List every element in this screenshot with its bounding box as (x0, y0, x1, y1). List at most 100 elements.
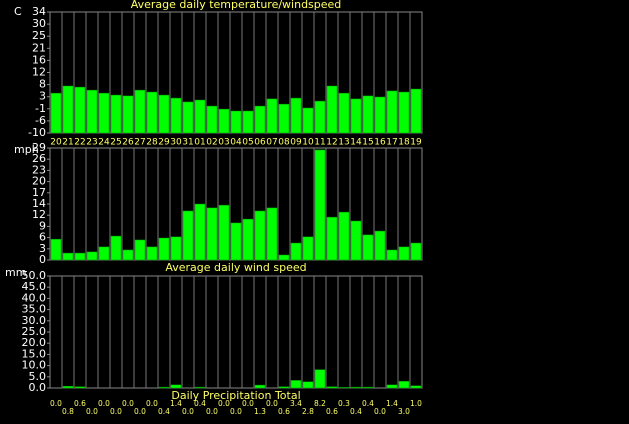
bar (410, 385, 422, 389)
bar (242, 218, 254, 261)
bar (98, 246, 110, 261)
y-tick-label: 0.0 (29, 381, 47, 394)
bar (158, 386, 170, 389)
bar (290, 97, 302, 134)
x-tick-label: 02 (206, 138, 217, 148)
y-tick-label: 14 (32, 197, 46, 210)
y-tick-label: 8 (39, 78, 46, 91)
chart-title: Average daily wind speed (165, 261, 306, 274)
y-tick-label: 40.0 (22, 291, 47, 304)
bar (326, 216, 338, 261)
bar (62, 385, 74, 389)
value-label: 3.4 (290, 399, 302, 408)
bar (362, 95, 374, 134)
value-label: 0.6 (74, 399, 86, 408)
value-label: 0.0 (86, 407, 98, 416)
bar (170, 384, 182, 389)
y-tick-label: 34 (32, 5, 46, 18)
value-label: 0.0 (374, 407, 386, 416)
y-tick-label: 26 (32, 152, 46, 165)
value-label: 0.0 (134, 407, 146, 416)
bar (362, 234, 374, 261)
x-tick-label: 10 (302, 138, 314, 148)
bar (314, 100, 326, 134)
bar (74, 252, 86, 261)
bar (302, 381, 314, 389)
y-tick-label: 5.0 (29, 370, 47, 383)
bar (410, 88, 422, 134)
bar (326, 85, 338, 134)
bar (170, 97, 182, 134)
bar (362, 386, 374, 389)
bar (314, 149, 326, 261)
value-label: 0.3 (338, 399, 350, 408)
y-tick-label: 12 (32, 208, 46, 221)
x-tick-label: 28 (146, 138, 158, 148)
value-label: 0.4 (350, 407, 362, 416)
bar (290, 242, 302, 261)
value-label: 0.0 (98, 399, 110, 408)
x-tick-label: 11 (314, 138, 325, 148)
bar (182, 210, 194, 261)
x-tick-label: 23 (86, 138, 97, 148)
bar (338, 211, 350, 261)
bar (218, 204, 230, 261)
x-tick-label: 16 (374, 138, 386, 148)
bar (254, 384, 266, 389)
value-label: 0.0 (50, 399, 62, 408)
value-label: 1.3 (254, 407, 266, 416)
x-tick-label: 06 (254, 138, 266, 148)
plot-frame (49, 275, 423, 389)
bar (122, 95, 134, 134)
bar (278, 254, 290, 261)
value-label: 0.0 (242, 399, 254, 408)
y-tick-label: -1 (35, 102, 46, 115)
y-tick-label: 25 (32, 29, 46, 42)
bar (146, 246, 158, 261)
bar (326, 386, 338, 389)
bar (314, 369, 326, 389)
bar (242, 110, 254, 134)
bar (194, 386, 206, 389)
bar (254, 210, 266, 261)
bar (374, 96, 386, 134)
bar (350, 220, 362, 261)
value-label: 0.0 (266, 399, 278, 408)
bar (194, 203, 206, 261)
value-label: 1.4 (170, 399, 182, 408)
y-tick-label: 21 (32, 41, 46, 54)
x-tick-label: 30 (170, 138, 182, 148)
bar (398, 246, 410, 261)
x-tick-label: 14 (350, 138, 362, 148)
bar (206, 207, 218, 261)
value-label: 0.6 (278, 407, 290, 416)
x-tick-label: 09 (290, 138, 302, 148)
y-tick-label: -6 (35, 114, 46, 127)
value-label: 0.4 (194, 399, 206, 408)
y-tick-label: 9 (39, 219, 46, 232)
x-tick-label: 01 (194, 138, 205, 148)
x-tick-label: 25 (110, 138, 121, 148)
bar (182, 101, 194, 134)
value-label: 0.0 (206, 407, 218, 416)
bar (134, 239, 146, 261)
x-tick-label: 20 (50, 138, 62, 148)
bar (218, 108, 230, 134)
value-label: 2.8 (302, 407, 314, 416)
bar (50, 92, 62, 134)
bar (74, 86, 86, 134)
bar (398, 91, 410, 134)
bar (386, 384, 398, 389)
x-tick-label: 05 (242, 138, 253, 148)
x-tick-label: 04 (230, 138, 242, 148)
bar (74, 386, 86, 389)
value-label: 0.0 (110, 407, 122, 416)
bar (386, 90, 398, 134)
y-tick-label: 25.0 (22, 325, 47, 338)
bar (290, 380, 302, 389)
bar (230, 222, 242, 261)
x-tick-label: 03 (218, 138, 229, 148)
y-axis-label: mph (14, 143, 39, 156)
y-tick-label: 3 (39, 90, 46, 103)
